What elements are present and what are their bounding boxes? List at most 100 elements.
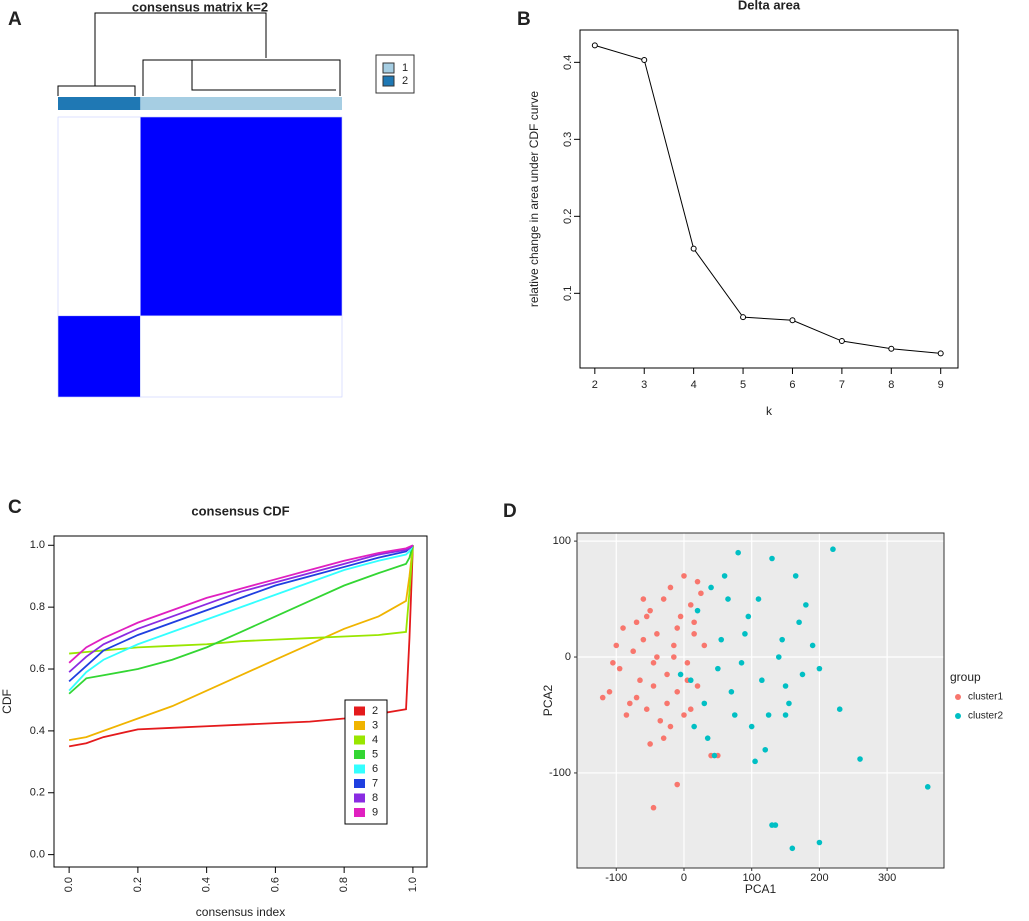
legend-swatch: [354, 706, 365, 716]
legend-frame: [344, 699, 388, 825]
data-point: [937, 350, 944, 357]
data-point: [643, 613, 650, 620]
data-point: [694, 578, 701, 585]
data-point: [728, 689, 735, 695]
y-tick-label: 0.1: [562, 286, 574, 301]
data-point: [799, 671, 806, 678]
data-point: [681, 712, 687, 718]
data-point: [647, 741, 653, 747]
x-tick-label: 0.6: [269, 877, 281, 892]
chart-title: Delta area: [738, 0, 801, 12]
data-point: [610, 660, 616, 666]
data-point: [782, 712, 789, 718]
x-tick-label: 0.0: [63, 877, 75, 892]
x-tick-label: 6: [789, 379, 795, 391]
data-point: [796, 619, 802, 626]
data-point: [623, 712, 630, 718]
data-point: [762, 746, 769, 753]
data-point: [731, 712, 738, 718]
data-point: [640, 596, 647, 602]
data-point: [857, 756, 863, 762]
x-tick-label: 9: [938, 379, 944, 391]
plot-frame: [53, 535, 428, 868]
data-point: [745, 613, 752, 620]
data-point: [769, 822, 775, 828]
data-point: [698, 590, 704, 597]
data-point: [616, 665, 623, 672]
data-point: [687, 602, 694, 608]
x-tick-label: 200: [810, 872, 828, 884]
data-point: [657, 717, 664, 724]
legend-swatch: [354, 779, 365, 788]
data-point: [816, 665, 823, 672]
data-point: [630, 648, 637, 655]
data-point: [667, 723, 674, 730]
y-tick-label: 0.4: [562, 55, 574, 70]
data-line: [68, 544, 414, 664]
data-point: [769, 555, 775, 562]
matrix-block: [140, 116, 343, 317]
data-point: [637, 677, 643, 684]
panel-label: C: [8, 497, 22, 518]
matrix-block: [57, 116, 141, 317]
x-tick-label: 0.4: [201, 877, 213, 892]
data-point: [786, 700, 792, 707]
plot-frame: [579, 29, 959, 369]
x-tick-label: 7: [839, 379, 845, 391]
y-tick-label: 0.2: [562, 209, 574, 224]
legend-label: 6: [372, 763, 378, 775]
legend-swatch: [382, 75, 395, 87]
data-point: [740, 314, 747, 321]
data-point: [687, 677, 694, 684]
data-point: [779, 636, 785, 643]
data-point: [641, 57, 648, 64]
legend-swatch: [354, 764, 365, 774]
data-point: [599, 694, 606, 701]
y-tick-label: 0.2: [30, 787, 45, 799]
data-point: [708, 584, 714, 591]
x-axis-label: k: [766, 404, 773, 418]
data-point: [691, 619, 697, 626]
plot-background: [577, 533, 944, 868]
data-point: [755, 596, 762, 602]
data-point: [924, 784, 931, 790]
data-point: [765, 712, 772, 718]
data-point: [888, 345, 895, 352]
legend-title: group: [950, 670, 981, 684]
legend-swatch: [354, 750, 365, 759]
data-point: [671, 654, 677, 660]
data-point: [711, 752, 718, 759]
data-line: [68, 545, 414, 695]
data-point: [752, 758, 758, 765]
data-point: [701, 642, 708, 649]
legend-swatch: [354, 721, 365, 730]
data-point: [620, 625, 626, 631]
x-tick-label: 300: [878, 872, 896, 884]
data-point: [691, 631, 697, 637]
data-point: [606, 689, 613, 695]
y-axis-label: CDF: [0, 689, 14, 714]
data-point: [718, 636, 725, 643]
y-tick-label: 0.8: [30, 601, 45, 613]
y-axis-label: PCA2: [541, 685, 555, 717]
x-tick-label: 4: [691, 379, 697, 391]
x-tick-label: 3: [641, 379, 647, 391]
data-point: [789, 845, 796, 852]
data-point: [627, 700, 633, 707]
dendrogram-branch: [57, 85, 136, 96]
data-point: [633, 694, 640, 701]
data-point: [836, 706, 843, 712]
y-axis-label: relative change in area under CDF curve: [527, 91, 541, 307]
legend-swatch: [955, 713, 961, 719]
data-point: [792, 573, 799, 579]
data-point: [613, 642, 620, 649]
data-point: [591, 42, 598, 49]
data-point: [677, 671, 684, 678]
legend-label: 2: [372, 705, 378, 717]
x-tick-label: 8: [888, 379, 894, 391]
plot-frame: [576, 532, 945, 869]
panel-label: B: [517, 9, 531, 30]
legend-swatch: [382, 62, 395, 74]
